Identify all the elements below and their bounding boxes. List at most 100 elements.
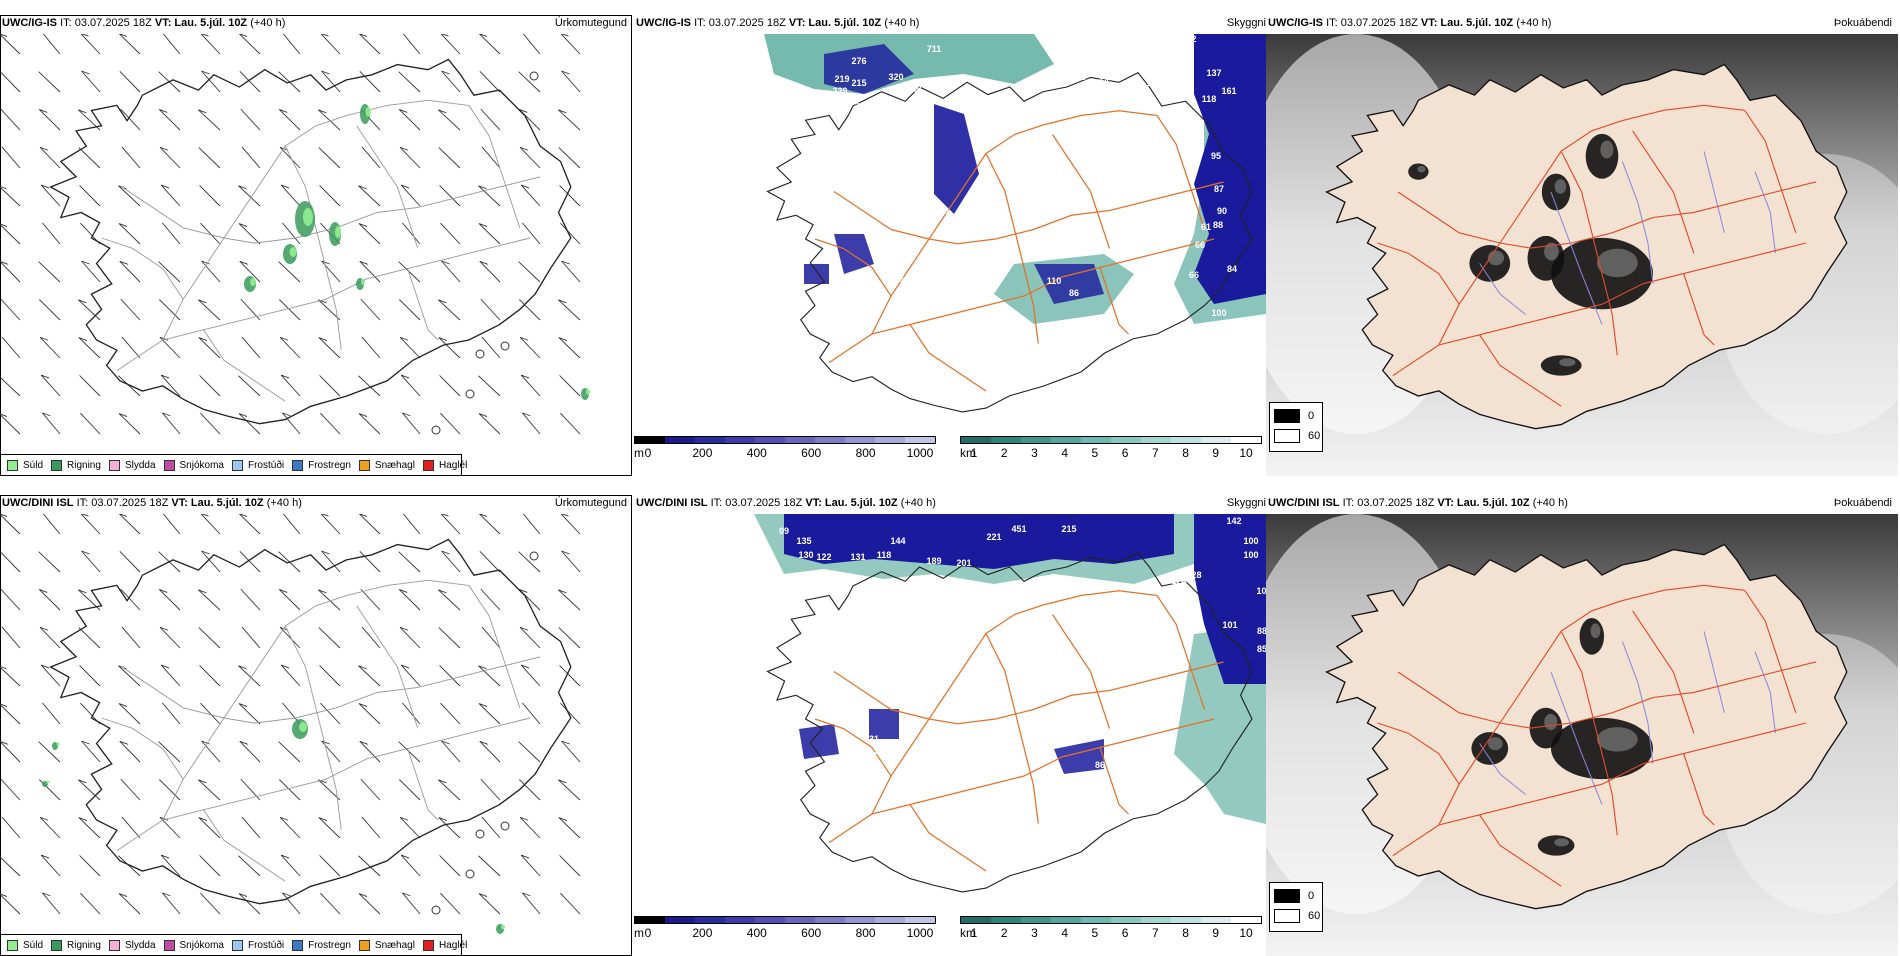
- colorbar-tick: 10: [1239, 926, 1253, 940]
- legend-item: Snjókoma: [163, 939, 224, 951]
- precip-drizzle-area: [46, 780, 50, 784]
- wind-barb: [201, 70, 221, 93]
- wind-barb: [440, 412, 461, 435]
- wind-barb: [558, 627, 581, 649]
- legend-swatch: [422, 459, 434, 471]
- wind-barb: [238, 34, 261, 55]
- wind-barb: [560, 222, 581, 245]
- cloud-base-label: 183: [1106, 52, 1121, 62]
- fog-patch: [1579, 617, 1605, 655]
- colorbar-tick: 1: [970, 446, 978, 460]
- wind-barb: [118, 855, 141, 877]
- wind-barb: [199, 855, 221, 877]
- wind-barb: [118, 34, 141, 55]
- cloud-base-label: 516: [1036, 78, 1051, 88]
- wind-barb: [0, 551, 21, 573]
- cloud-base-label: 711: [927, 44, 942, 54]
- colorbar-tick: 8: [1182, 926, 1189, 940]
- legend-swatch: [231, 459, 243, 471]
- wind-barb: [358, 855, 381, 877]
- legend-swatch: [108, 459, 120, 471]
- precip-drizzle-area: [303, 208, 313, 226]
- wind-barb: [519, 146, 541, 169]
- wind-barb: [318, 779, 341, 801]
- wind-barb: [518, 261, 541, 283]
- wind-barb: [481, 336, 501, 359]
- precip-type-map: [0, 514, 581, 934]
- colorbar-tick: 1000: [906, 926, 934, 940]
- wind-barb: [0, 741, 21, 763]
- wind-barb: [319, 375, 341, 397]
- colorbar-segment: [875, 437, 905, 443]
- wind-barb: [558, 337, 581, 359]
- wind-barb: [480, 588, 501, 611]
- wind-barb: [280, 374, 301, 397]
- fog-index-legend: 0 60: [1269, 402, 1323, 452]
- legend-item: Snjókoma: [163, 459, 224, 471]
- wind-barb: [158, 109, 181, 131]
- wind-barb: [159, 626, 181, 649]
- legend-swatch: [358, 939, 370, 951]
- wind-barb: [358, 34, 381, 55]
- legend-swatch: [51, 939, 63, 951]
- colorbar-tick: 200: [692, 926, 713, 940]
- wind-barb: [398, 741, 421, 763]
- cloud-base-label: 58: [937, 730, 947, 740]
- cloud-base-label: 95: [1211, 151, 1221, 161]
- wind-barb: [518, 779, 541, 801]
- colorbar-segment: [725, 437, 755, 443]
- wind-barb: [79, 375, 101, 397]
- colorbar-segment: [1171, 917, 1201, 923]
- wind-barb: [438, 779, 461, 801]
- wind-barb: [279, 816, 301, 839]
- wind-barb: [200, 892, 221, 915]
- cloud-base-label: 144: [890, 536, 905, 546]
- wind-barb: [399, 146, 421, 169]
- wind-barb: [560, 702, 581, 725]
- colorbar-segment: [1051, 437, 1081, 443]
- wind-barb: [118, 375, 141, 397]
- colorbar-segment: [1021, 437, 1051, 443]
- wind-barb: [159, 146, 181, 169]
- fog-legend-item: 60: [1274, 429, 1320, 443]
- legend-label: Frostregn: [308, 939, 351, 951]
- precip-drizzle-area: [250, 278, 256, 286]
- wind-barb: [0, 666, 21, 687]
- wind-barb: [162, 514, 181, 535]
- cloud-base-label: 41: [894, 244, 904, 254]
- wind-barb: [559, 665, 581, 687]
- wind-barb: [282, 222, 301, 245]
- wind-barb: [158, 779, 181, 801]
- wind-barb: [38, 741, 61, 763]
- wind-barb: [119, 261, 141, 283]
- cloud-base-label: 87: [1214, 184, 1224, 194]
- legend-label: Haglél: [438, 939, 468, 951]
- cloud-base-label: 59: [1057, 784, 1067, 794]
- wind-barb: [402, 702, 421, 725]
- colorbar-segment: [1201, 437, 1231, 443]
- colorbar-segment: [695, 917, 725, 923]
- wind-barb: [199, 375, 221, 397]
- legend-swatch: [163, 939, 175, 951]
- cloud-base-label: 22: [869, 756, 879, 766]
- wind-barb: [158, 741, 181, 763]
- wind-barb: [480, 298, 501, 321]
- fog-legend-swatch: [1274, 409, 1300, 423]
- wind-barb: [400, 664, 421, 687]
- wind-barb: [239, 551, 261, 573]
- wind-barb: [238, 375, 261, 397]
- wind-barb: [0, 71, 21, 93]
- precip-drizzle-area: [361, 279, 365, 285]
- colorbar-tick: 6: [1121, 446, 1129, 460]
- wind-barb: [200, 34, 221, 55]
- cloud-base-label: 127: [1156, 586, 1171, 596]
- cloud-base-label: 88: [1213, 220, 1223, 230]
- wind-barb: [318, 299, 341, 321]
- wind-barb: [441, 740, 461, 763]
- precip-type-legend: Súld Rigning Slydda Snjókoma Frostúði Frostre…: [0, 454, 467, 476]
- colorbar-tick: 2: [1000, 926, 1008, 940]
- precip-rain-area: [42, 781, 48, 787]
- wind-barb: [200, 222, 221, 245]
- wind-barb: [118, 223, 141, 245]
- wind-barb: [522, 702, 541, 725]
